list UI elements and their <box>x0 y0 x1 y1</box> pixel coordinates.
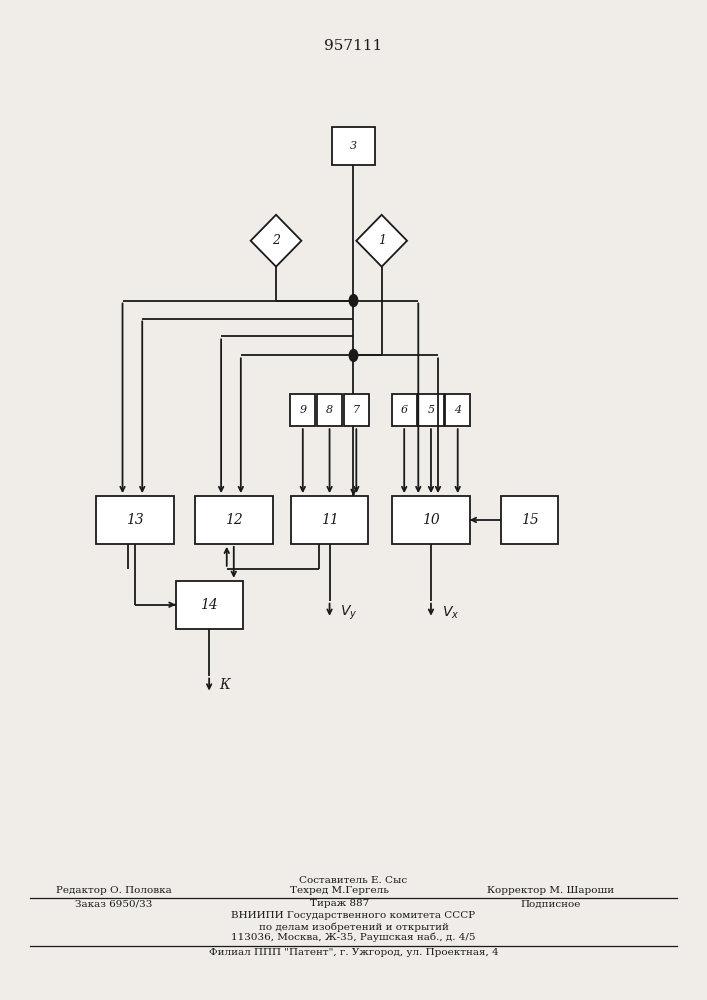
Text: 10: 10 <box>422 513 440 527</box>
Polygon shape <box>356 215 407 267</box>
Bar <box>344 394 369 426</box>
Text: К: К <box>220 678 230 692</box>
Text: 12: 12 <box>225 513 243 527</box>
Text: 3: 3 <box>350 141 357 151</box>
Text: 113036, Москва, Ж-35, Раушская наб., д. 4/5: 113036, Москва, Ж-35, Раушская наб., д. … <box>231 932 476 942</box>
Bar <box>419 394 443 426</box>
Text: 9: 9 <box>299 405 306 415</box>
Bar <box>392 496 469 544</box>
Text: 8: 8 <box>326 405 333 415</box>
Text: Филиал ППП "Патент", г. Ужгород, ул. Проектная, 4: Филиал ППП "Патент", г. Ужгород, ул. Про… <box>209 948 498 957</box>
Bar <box>317 394 342 426</box>
Bar <box>96 496 174 544</box>
Text: 7: 7 <box>353 405 360 415</box>
Bar <box>445 394 470 426</box>
Bar <box>501 496 559 544</box>
Text: $V_x$: $V_x$ <box>442 604 459 621</box>
Bar <box>392 394 417 426</box>
Text: 4: 4 <box>454 405 461 415</box>
Bar <box>195 496 272 544</box>
Bar <box>290 394 315 426</box>
Text: ВНИИПИ Государственного комитета СССР: ВНИИПИ Государственного комитета СССР <box>231 911 476 920</box>
Text: 15: 15 <box>520 513 539 527</box>
Text: 13: 13 <box>127 513 144 527</box>
Text: 5: 5 <box>428 405 435 415</box>
Polygon shape <box>251 215 301 267</box>
Text: Корректор М. Шароши: Корректор М. Шароши <box>487 886 614 895</box>
Text: $V_y$: $V_y$ <box>340 604 358 622</box>
Text: Заказ 6950/33: Заказ 6950/33 <box>76 899 153 908</box>
Text: Техред М.Гергель: Техред М.Гергель <box>290 886 389 895</box>
Text: Подписное: Подписное <box>520 899 581 908</box>
Bar <box>175 581 243 629</box>
Bar <box>291 496 368 544</box>
Text: 957111: 957111 <box>325 39 382 53</box>
Circle shape <box>349 295 358 307</box>
Text: 14: 14 <box>200 598 218 612</box>
Text: по делам изобретений и открытий: по делам изобретений и открытий <box>259 922 448 932</box>
Circle shape <box>349 349 358 361</box>
Text: Тираж 887: Тираж 887 <box>310 899 369 908</box>
Text: 6: 6 <box>401 405 408 415</box>
Text: 1: 1 <box>378 234 386 247</box>
Text: Редактор О. Половка: Редактор О. Половка <box>56 886 172 895</box>
Text: Составитель Е. Сыс: Составитель Е. Сыс <box>300 876 407 885</box>
Text: 11: 11 <box>321 513 339 527</box>
Bar <box>332 127 375 165</box>
Text: 2: 2 <box>272 234 280 247</box>
